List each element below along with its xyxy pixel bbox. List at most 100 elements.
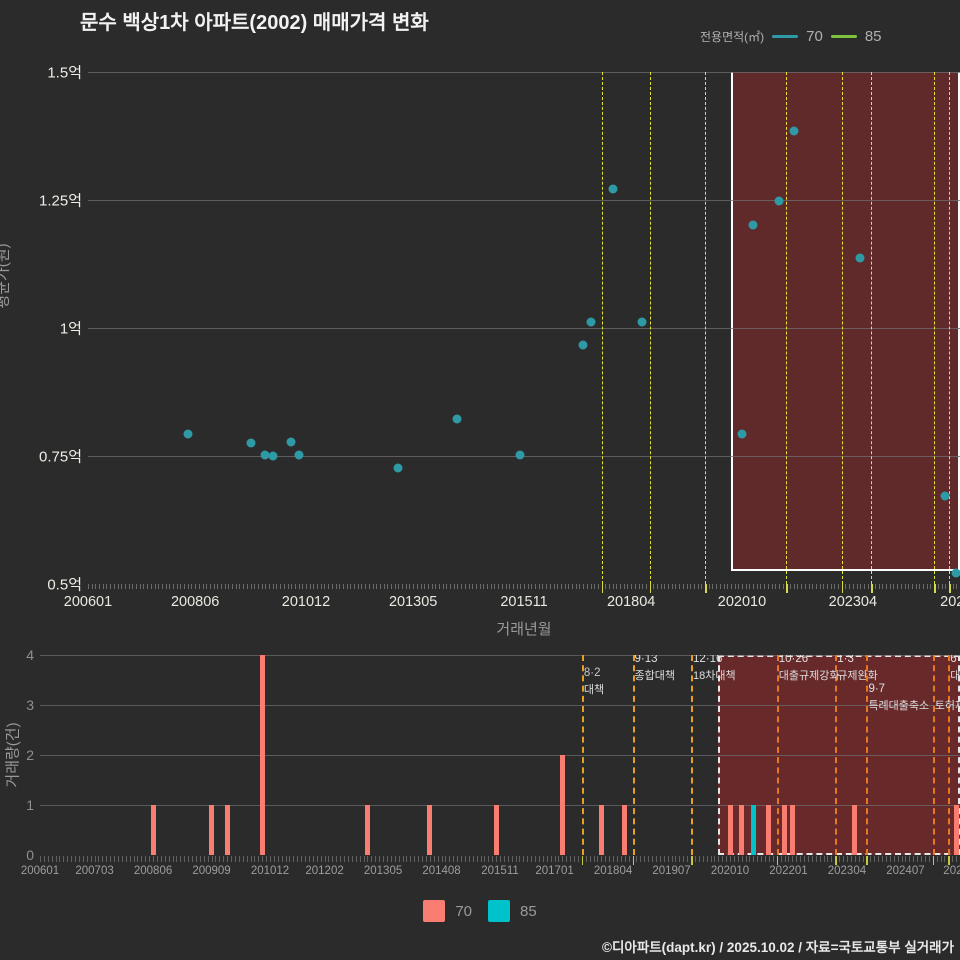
bar-item[interactable] bbox=[622, 805, 628, 855]
axis-tick bbox=[43, 856, 45, 862]
axis-tick bbox=[363, 856, 365, 862]
bar-item[interactable] bbox=[259, 655, 265, 855]
scatter-point[interactable] bbox=[586, 317, 595, 327]
axis-tick bbox=[608, 584, 610, 589]
bar-item[interactable] bbox=[427, 805, 433, 855]
scatter-x-tick: 202010 bbox=[717, 594, 767, 610]
scatter-point[interactable] bbox=[578, 340, 588, 350]
axis-tick bbox=[863, 584, 865, 589]
axis-tick bbox=[128, 584, 130, 589]
axis-tick bbox=[453, 584, 455, 589]
scatter-point[interactable] bbox=[452, 414, 462, 424]
axis-tick bbox=[494, 584, 496, 589]
scatter-point[interactable] bbox=[246, 438, 256, 448]
scatter-point[interactable] bbox=[774, 196, 784, 206]
bar-gridline bbox=[40, 755, 960, 756]
policy-axis-tick bbox=[934, 584, 936, 593]
scatter-x-tick: 201305 bbox=[388, 594, 438, 610]
scatter-point[interactable] bbox=[183, 429, 193, 439]
scatter-x-tick: 200806 bbox=[170, 594, 220, 610]
scatter-y-tick: 0.5억 bbox=[47, 576, 82, 594]
bar-item[interactable] bbox=[739, 805, 745, 855]
axis-tick bbox=[339, 584, 341, 589]
bar-item[interactable] bbox=[493, 805, 499, 855]
scatter-gridline bbox=[88, 328, 960, 329]
policy-marker-line bbox=[934, 72, 936, 584]
axis-tick bbox=[246, 584, 248, 589]
scatter-point[interactable] bbox=[608, 184, 618, 194]
legend-swatch-70 bbox=[772, 35, 799, 38]
policy-marker-line-bar bbox=[776, 655, 779, 855]
axis-tick bbox=[168, 856, 170, 862]
bar-item[interactable] bbox=[766, 805, 772, 855]
scatter-point[interactable] bbox=[789, 126, 799, 136]
bar-item[interactable] bbox=[782, 805, 788, 855]
bar-item[interactable] bbox=[953, 805, 959, 855]
axis-tick bbox=[270, 856, 271, 862]
axis-tick bbox=[262, 856, 264, 862]
bar-item[interactable] bbox=[750, 805, 756, 855]
axis-tick bbox=[176, 856, 178, 862]
bar-item[interactable] bbox=[789, 805, 795, 855]
axis-tick bbox=[780, 856, 782, 862]
axis-tick bbox=[367, 856, 369, 862]
bar-item[interactable] bbox=[598, 805, 604, 855]
axis-tick bbox=[487, 584, 489, 589]
scatter-point[interactable] bbox=[515, 450, 525, 460]
bar-item[interactable] bbox=[727, 805, 733, 855]
bar-x-tick: 201012 bbox=[250, 865, 290, 877]
scatter-y-tick: 0.75억 bbox=[39, 448, 82, 466]
axis-tick bbox=[605, 584, 607, 589]
scatter-point[interactable] bbox=[393, 463, 403, 473]
axis-tick bbox=[137, 856, 139, 862]
bar-item[interactable] bbox=[209, 805, 215, 855]
scatter-point[interactable] bbox=[748, 220, 758, 230]
axis-tick bbox=[488, 856, 490, 862]
axis-tick bbox=[254, 856, 256, 862]
axis-tick bbox=[923, 584, 925, 589]
policy-axis-tick bbox=[632, 856, 635, 865]
axis-tick bbox=[110, 584, 112, 589]
scatter-point[interactable] bbox=[294, 450, 304, 460]
axis-tick bbox=[741, 856, 743, 862]
axis-tick bbox=[219, 856, 221, 862]
axis-tick bbox=[302, 584, 304, 589]
scatter-point[interactable] bbox=[286, 437, 296, 447]
axis-tick bbox=[414, 856, 416, 862]
bar-y-tick: 4 bbox=[26, 647, 34, 663]
axis-tick bbox=[361, 584, 363, 589]
scatter-point[interactable] bbox=[260, 450, 270, 460]
axis-tick bbox=[585, 856, 587, 862]
bar-item[interactable] bbox=[364, 805, 370, 855]
axis-tick bbox=[172, 856, 174, 862]
bar-item[interactable] bbox=[150, 805, 156, 855]
scatter-y-tick: 1억 bbox=[59, 320, 82, 338]
axis-tick bbox=[675, 856, 677, 862]
policy-marker-line-bar bbox=[866, 655, 869, 855]
axis-tick bbox=[195, 584, 197, 589]
axis-tick bbox=[250, 856, 252, 862]
scatter-point[interactable] bbox=[737, 429, 747, 439]
scatter-point[interactable] bbox=[940, 491, 950, 501]
axis-tick bbox=[712, 584, 714, 589]
axis-tick bbox=[687, 856, 689, 862]
scatter-point[interactable] bbox=[637, 317, 647, 327]
axis-tick bbox=[889, 856, 891, 862]
axis-tick bbox=[433, 856, 435, 862]
scatter-point[interactable] bbox=[268, 451, 278, 461]
scatter-point[interactable] bbox=[855, 253, 865, 263]
axis-tick bbox=[215, 856, 217, 862]
bar-item[interactable] bbox=[852, 805, 858, 855]
bar-item[interactable] bbox=[224, 805, 230, 855]
axis-tick bbox=[390, 856, 392, 862]
scatter-point[interactable] bbox=[951, 568, 960, 578]
axis-tick bbox=[644, 856, 646, 862]
axis-tick bbox=[589, 856, 591, 862]
axis-tick bbox=[328, 584, 330, 589]
bar-item[interactable] bbox=[559, 755, 565, 855]
axis-tick bbox=[782, 584, 784, 589]
axis-tick bbox=[900, 584, 902, 589]
axis-tick bbox=[710, 856, 712, 862]
axis-tick bbox=[276, 584, 278, 589]
